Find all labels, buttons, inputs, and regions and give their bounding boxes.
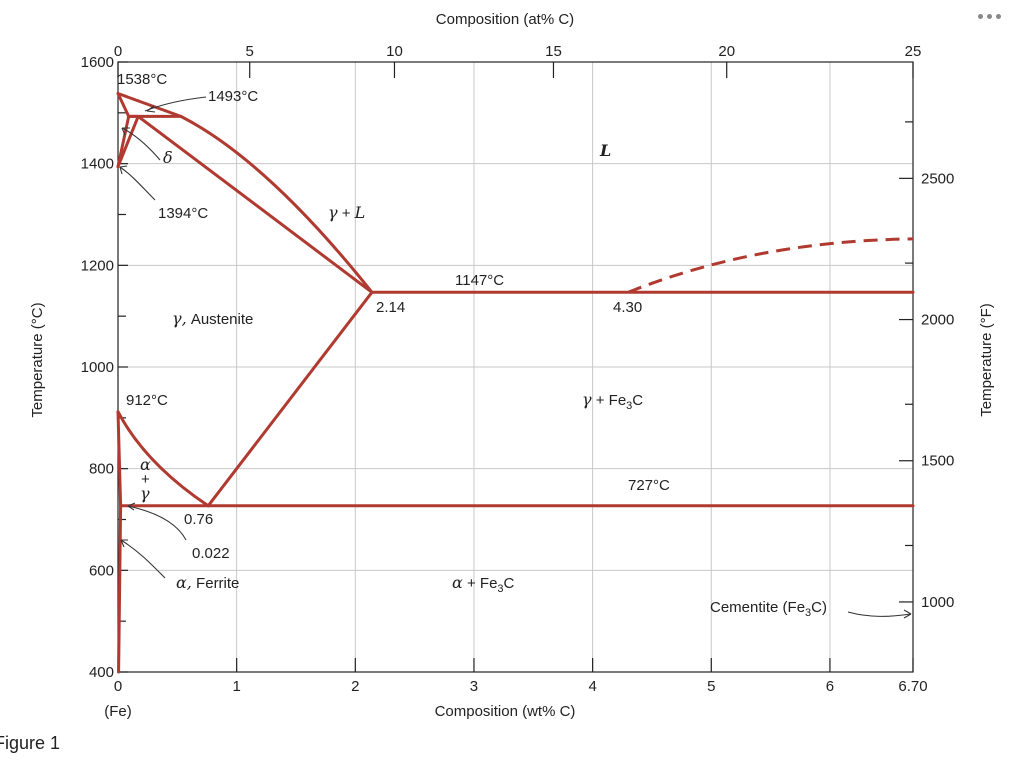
subscript: 3 xyxy=(626,400,632,412)
top-tick-label: 0 xyxy=(114,43,122,60)
top-axis-title: Composition (at% C) xyxy=(436,11,574,28)
leader-0022 xyxy=(127,505,187,541)
phase-line-liquidus xyxy=(116,92,374,294)
label-0022: 0.022 xyxy=(192,545,230,562)
top-tick-label: 15 xyxy=(545,43,562,60)
label-austenite: γ, Austenite xyxy=(172,309,253,328)
label-cementite: Cementite (Fe3C) xyxy=(710,599,827,619)
tick-labels: 0 1 2 3 4 5 6 6.70 0 5 10 15 20 25 400 600 800 1000 1200 14… xyxy=(81,43,955,695)
label-gamma-fe3c: γ + Fe3C xyxy=(582,390,643,412)
alpha-symbol: α xyxy=(452,573,463,592)
bottom-tick-label: 1 xyxy=(232,678,240,695)
leader-delta xyxy=(121,127,161,161)
more-dot xyxy=(996,13,1001,19)
label-912: 912°C xyxy=(126,392,168,409)
arrowhead-1394 xyxy=(119,165,128,175)
left-tick-label: 1600 xyxy=(81,54,114,71)
top-tick-label: 25 xyxy=(905,43,922,60)
bottom-axis-title: Composition (wt% C) xyxy=(435,703,576,720)
c-text: C) xyxy=(811,599,827,616)
left-tick-label: 800 xyxy=(89,461,114,478)
label-alpha-fe3c: α + Fe3C xyxy=(452,573,515,595)
liquid-symbol: L xyxy=(354,203,366,222)
leader-1493 xyxy=(144,96,207,112)
left-tick-label: 1200 xyxy=(81,257,114,274)
ferrite-text: Ferrite xyxy=(192,575,240,592)
austenite-text: Austenite xyxy=(187,311,254,328)
label-430: 4.30 xyxy=(613,299,642,316)
cementite-text: Cementite (Fe xyxy=(710,599,805,616)
gamma-symbol: γ xyxy=(328,203,338,222)
left-tick-label: 1000 xyxy=(81,359,114,376)
phase-line-liquidus-fe3c xyxy=(627,237,914,294)
arrowhead-ferrite xyxy=(120,539,128,548)
plus-sign: + xyxy=(338,205,355,222)
arrowhead-0022 xyxy=(127,502,136,511)
label-727: 727°C xyxy=(628,477,670,494)
phase-line-solvus xyxy=(117,504,123,674)
right-axis-title: Temperature (°F) xyxy=(978,303,995,417)
leader-ferrite xyxy=(120,539,166,579)
label-liquid: L xyxy=(599,141,611,160)
label-plus: + xyxy=(141,471,150,488)
label-1394: 1394°C xyxy=(158,205,208,222)
c-text: C xyxy=(504,575,515,592)
label-214: 2.14 xyxy=(376,299,405,316)
label-1538: 1538°C xyxy=(117,71,167,88)
label-ferrite: α, Ferrite xyxy=(176,573,239,592)
alpha-symbol: α, xyxy=(176,573,192,592)
bottom-tick-label: 4 xyxy=(588,678,596,695)
subscript: 3 xyxy=(497,583,503,595)
label-076: 0.76 xyxy=(184,511,213,528)
phase-line-delta-gamma xyxy=(116,114,140,169)
more-dot xyxy=(978,13,983,19)
left-tick-label: 400 xyxy=(89,664,114,681)
more-dot xyxy=(987,13,992,19)
phase-line-acm xyxy=(206,290,374,508)
left-axis-title: Temperature (°C) xyxy=(29,302,46,417)
label-1147: 1147°C xyxy=(455,272,504,289)
bottom-tick-label: 6 xyxy=(826,678,834,695)
phase-lines xyxy=(116,92,915,674)
phase-line-solidus xyxy=(116,92,374,294)
more-horizontal-icon[interactable] xyxy=(978,10,1008,22)
bottom-tick-label: 2 xyxy=(351,678,359,695)
phase-line-a3 xyxy=(116,410,210,508)
c-text: C xyxy=(632,392,643,409)
bottom-axis-sublabel: (Fe) xyxy=(104,703,132,720)
label-gamma: γ xyxy=(140,484,150,503)
gamma-symbol: γ, xyxy=(172,309,187,328)
label-gamma-plus-liquid: γ + L xyxy=(328,203,365,222)
arrowhead-delta xyxy=(121,127,130,136)
right-tick-label: 2000 xyxy=(921,312,954,329)
top-tick-label: 5 xyxy=(246,43,254,60)
fe-text: + Fe xyxy=(463,575,498,592)
bottom-tick-label: 3 xyxy=(470,678,478,695)
subscript: 3 xyxy=(805,607,811,619)
figure-caption: Figure 1 xyxy=(0,733,61,753)
right-tick-label: 2500 xyxy=(921,170,954,187)
bottom-tick-label: 6.70 xyxy=(898,678,927,695)
label-alpha: α xyxy=(140,455,151,474)
top-tick-label: 10 xyxy=(386,43,403,60)
leader-1394 xyxy=(119,166,156,201)
top-tick-label: 20 xyxy=(718,43,735,60)
arrowhead-cementite xyxy=(903,609,912,619)
leader-cementite xyxy=(847,611,912,617)
label-delta: δ xyxy=(163,148,173,167)
right-tick-label: 1000 xyxy=(921,594,954,611)
arrowhead-1493 xyxy=(146,105,156,113)
label-1493: 1493°C xyxy=(208,88,258,105)
bottom-tick-label: 5 xyxy=(707,678,715,695)
phase-line-a3-alpha xyxy=(116,410,123,508)
fe-text: + Fe xyxy=(592,392,627,409)
left-tick-label: 600 xyxy=(89,562,114,579)
leader-lines xyxy=(119,96,912,619)
bottom-tick-label: 0 xyxy=(114,678,122,695)
right-tick-label: 1500 xyxy=(921,453,954,470)
left-tick-label: 1400 xyxy=(81,156,114,173)
gamma-symbol: γ xyxy=(582,390,592,409)
